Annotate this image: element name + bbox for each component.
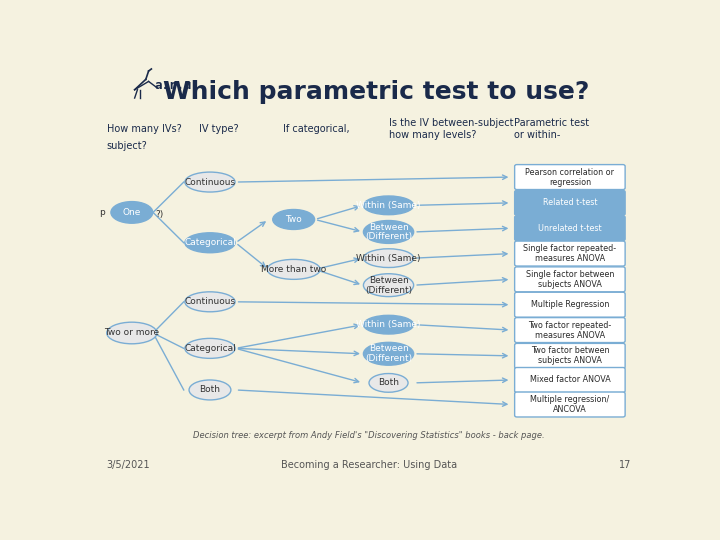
Text: Two factor between
subjects ANOVA: Two factor between subjects ANOVA — [531, 346, 609, 366]
Text: IV type?: IV type? — [199, 124, 238, 134]
Ellipse shape — [364, 342, 414, 365]
FancyBboxPatch shape — [515, 241, 625, 266]
Text: Within (Same): Within (Same) — [356, 201, 420, 210]
Text: Within (Same): Within (Same) — [356, 320, 420, 329]
Text: Categorical: Categorical — [184, 238, 236, 247]
FancyBboxPatch shape — [515, 216, 625, 241]
Text: Parametric test
or within-: Parametric test or within- — [514, 118, 589, 140]
Ellipse shape — [364, 315, 414, 334]
Ellipse shape — [111, 201, 153, 223]
Text: Multiple regression/
ANCOVA: Multiple regression/ ANCOVA — [530, 395, 610, 414]
Text: One: One — [122, 208, 141, 217]
Text: Two factor repeated-
measures ANOVA: Two factor repeated- measures ANOVA — [528, 321, 611, 340]
Ellipse shape — [267, 259, 320, 279]
FancyBboxPatch shape — [515, 368, 625, 393]
Text: Multiple Regression: Multiple Regression — [531, 300, 609, 309]
Text: Mixed factor ANOVA: Mixed factor ANOVA — [529, 375, 611, 384]
Text: Categorical: Categorical — [184, 344, 236, 353]
Ellipse shape — [364, 196, 414, 215]
Text: Within (Same): Within (Same) — [356, 254, 420, 262]
Text: Unrelated t-test: Unrelated t-test — [538, 224, 602, 233]
Ellipse shape — [185, 292, 235, 312]
FancyBboxPatch shape — [515, 165, 625, 190]
Ellipse shape — [185, 339, 235, 359]
Text: Two or more: Two or more — [104, 328, 159, 338]
Ellipse shape — [185, 233, 235, 253]
FancyBboxPatch shape — [515, 343, 625, 368]
Ellipse shape — [364, 249, 414, 267]
Text: Between
(Different): Between (Different) — [365, 276, 412, 294]
Text: Continuous: Continuous — [184, 298, 235, 306]
Text: subject?: subject? — [107, 141, 148, 151]
Text: More than two: More than two — [261, 265, 326, 274]
FancyBboxPatch shape — [515, 392, 625, 417]
Text: Is the IV between-subject
how many levels?: Is the IV between-subject how many level… — [389, 118, 513, 140]
Text: Two: Two — [285, 215, 302, 224]
Text: Continuous: Continuous — [184, 178, 235, 186]
Text: Between
(Different): Between (Different) — [365, 222, 412, 241]
Text: Which parametric test to use?: Which parametric test to use? — [163, 80, 589, 104]
Ellipse shape — [185, 172, 235, 192]
Ellipse shape — [273, 210, 315, 230]
Ellipse shape — [107, 322, 157, 344]
Text: Single factor repeated-
measures ANOVA: Single factor repeated- measures ANOVA — [523, 244, 616, 263]
Text: 3/5/2021: 3/5/2021 — [107, 460, 150, 470]
Ellipse shape — [364, 274, 414, 296]
Ellipse shape — [189, 380, 231, 400]
Text: Decision tree: excerpt from Andy Field's "Discovering Statistics" books - back p: Decision tree: excerpt from Andy Field's… — [193, 431, 545, 440]
Text: p: p — [99, 208, 105, 217]
Text: Pearson correlation or
regression: Pearson correlation or regression — [526, 167, 614, 187]
Text: a.r.u.: a.r.u. — [154, 79, 199, 92]
FancyBboxPatch shape — [515, 318, 625, 342]
Text: How many IVs?: How many IVs? — [107, 124, 181, 134]
Text: Single factor between
subjects ANOVA: Single factor between subjects ANOVA — [526, 270, 614, 289]
Text: Both: Both — [378, 379, 399, 387]
Text: 17: 17 — [619, 460, 631, 470]
Text: If categorical,: If categorical, — [282, 124, 349, 134]
Ellipse shape — [369, 374, 408, 392]
Text: Becoming a Researcher: Using Data: Becoming a Researcher: Using Data — [281, 460, 457, 470]
FancyBboxPatch shape — [515, 267, 625, 292]
Ellipse shape — [364, 220, 414, 244]
FancyBboxPatch shape — [515, 191, 625, 215]
Text: Both: Both — [199, 386, 220, 394]
Text: Between
(Different): Between (Different) — [365, 345, 412, 363]
Text: ?): ?) — [156, 210, 164, 219]
FancyBboxPatch shape — [515, 292, 625, 317]
Text: Related t-test: Related t-test — [543, 198, 597, 207]
